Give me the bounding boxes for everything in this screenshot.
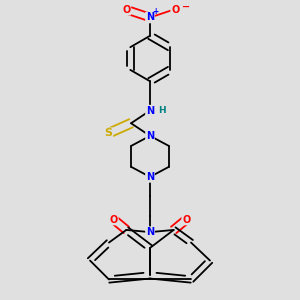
Text: O: O bbox=[171, 4, 179, 15]
Text: O: O bbox=[122, 4, 130, 15]
Text: H: H bbox=[158, 106, 166, 115]
Text: +: + bbox=[153, 7, 159, 16]
Text: N: N bbox=[146, 227, 154, 237]
Text: S: S bbox=[104, 128, 112, 138]
Text: N: N bbox=[146, 131, 154, 141]
Text: N: N bbox=[146, 13, 154, 22]
Text: N: N bbox=[146, 106, 154, 116]
Text: O: O bbox=[182, 214, 190, 224]
Text: O: O bbox=[110, 214, 118, 224]
Text: N: N bbox=[146, 172, 154, 182]
Text: −: − bbox=[182, 2, 190, 11]
